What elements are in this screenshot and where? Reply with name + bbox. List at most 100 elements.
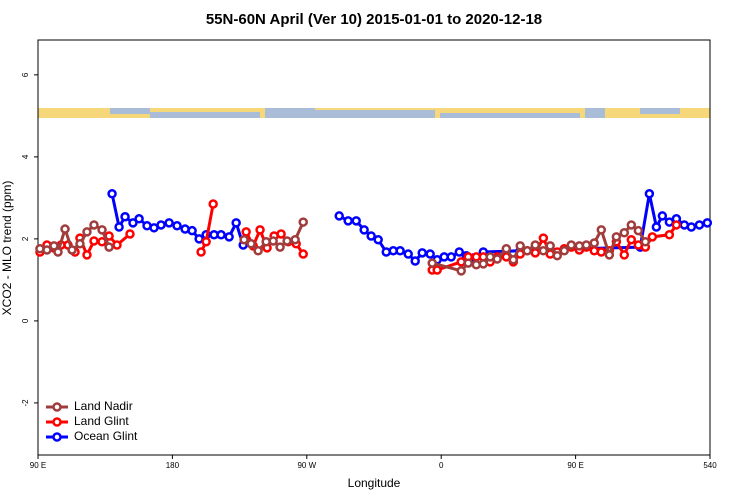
y-tick-label: 4 [21,154,30,159]
data-point [425,249,435,259]
data-point [351,216,361,226]
data-point [395,246,405,256]
data-point [530,248,541,258]
data-point [566,240,577,250]
data-point [255,225,265,235]
data-point [89,220,99,230]
data-point [156,220,166,230]
data-point [366,231,376,241]
data-point [515,241,525,251]
data-point [114,222,124,232]
data-point [492,254,502,264]
data-point [522,246,532,256]
data-point [538,246,549,256]
data-point [581,240,592,250]
data-point [334,211,344,221]
data-point [67,245,77,255]
x-tick-label: 180 [166,461,180,470]
legend-marker [52,402,62,412]
y-tick-label: 0 [21,318,30,323]
data-point [538,233,549,243]
data-point [246,239,256,249]
data-point [125,229,135,239]
data-point [611,232,622,242]
data-point [633,225,644,236]
data-point [664,230,675,240]
data-point [508,255,519,265]
data-point [241,227,251,237]
data-point [596,247,607,257]
series-line [38,203,678,272]
data-point [128,218,138,228]
x-tick-label: 90 E [30,461,46,470]
data-point [427,258,437,268]
data-point [604,250,615,260]
data-point [619,227,630,238]
data-point [231,218,241,228]
x-tick-label: 90 E [567,461,583,470]
data-point [403,249,413,259]
data-point [626,220,637,230]
data-point [89,236,99,246]
data-point [60,224,70,234]
data-point [463,258,473,268]
data-point [694,220,705,230]
chart-title: 55N-60N April (Ver 10) 2015-01-01 to 202… [206,11,542,28]
legend-marker [52,417,62,427]
data-point [53,247,63,257]
data-point [626,234,637,245]
x-tick-label: 540 [703,461,717,470]
data-point [49,241,59,251]
data-point [82,227,92,237]
data-point [589,238,600,248]
data-point [478,259,489,269]
x-tick-label: 0 [439,461,444,470]
data-point [410,256,420,266]
y-tick-label: 6 [21,72,30,77]
data-point [644,189,655,199]
data-point [164,218,174,228]
x-tick-label: 90 W [297,461,316,470]
data-point [456,266,466,276]
data-point [559,246,570,256]
data-point [201,237,211,247]
map-strip [38,108,710,118]
data-point [530,240,541,250]
data-point [501,243,512,254]
data-point [359,225,369,235]
y-axis-label: XCO2 - MLO trend (ppm) [0,181,14,316]
data-point [432,265,442,275]
data-point [216,230,226,240]
data-point [343,216,353,226]
data-point [671,220,682,230]
data-point [454,247,465,257]
data-point [298,249,308,259]
data-point [290,234,300,245]
data-point [112,240,122,250]
data-point [253,246,263,256]
legend-label: Land Nadir [74,399,133,413]
data-point [172,221,182,231]
data-point [104,242,114,252]
data-point [224,232,234,242]
data-point [596,225,607,235]
y-tick-label: 2 [21,236,30,241]
legend-label: Land Glint [74,414,129,428]
data-point [276,229,286,239]
legend-label: Ocean Glint [74,429,138,443]
data-point [446,252,456,262]
data-point [686,222,697,232]
data-point [647,232,658,242]
data-point [702,218,713,228]
data-point [282,236,292,246]
data-point [82,250,92,260]
data-point [651,222,662,232]
data-point [107,189,117,199]
data-point [75,239,85,249]
data-point [208,199,218,209]
data-point [619,250,630,260]
data-point [268,236,278,246]
data-point [239,234,249,245]
x-axis-label: Longitude [348,476,401,490]
data-point [97,225,107,235]
